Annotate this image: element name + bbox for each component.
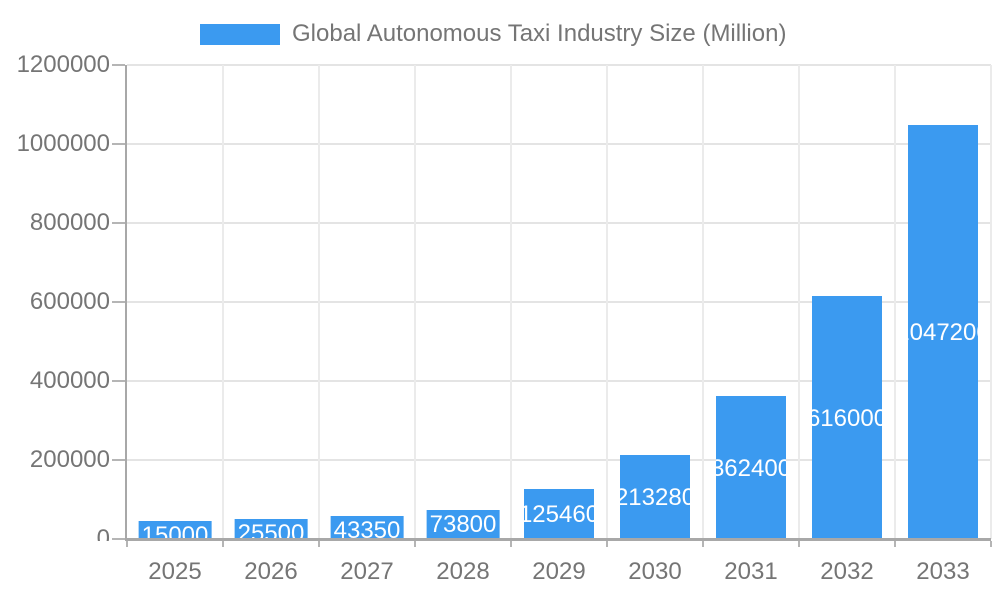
gridline-y (127, 301, 991, 303)
y-axis-tick-label: 400000 (29, 367, 110, 394)
x-axis-tick (510, 541, 512, 547)
x-axis-tick (606, 541, 608, 547)
y-axis-tick-label: 600000 (29, 288, 110, 315)
bar-2033[interactable]: 1047200 (908, 125, 978, 541)
legend-swatch (200, 23, 280, 45)
x-axis-category-label: 2026 (244, 558, 298, 585)
x-axis-category-label: 2027 (340, 558, 394, 585)
y-axis-tick-label: 0 (96, 525, 110, 542)
bar-2031[interactable]: 362400 (716, 396, 786, 541)
gridline-x (798, 65, 800, 539)
plot-area: 0 200000 400000 600000 800000 1000000 1200000 1… (16, 51, 992, 542)
x-axis-category-label: 2032 (820, 558, 874, 585)
y-axis-tick-label: 200000 (29, 446, 110, 473)
gridline-y (127, 222, 991, 224)
x-axis-category-label: 2025 (148, 558, 202, 585)
x-axis-tick (222, 541, 224, 547)
y-axis-tick (112, 143, 125, 145)
x-axis-category-label: 2033 (916, 558, 970, 585)
gridline-x (222, 65, 224, 539)
legend-title: Global Autonomous Taxi Industry Size (Mi… (292, 20, 787, 47)
legend: Global Autonomous Taxi Industry Size (Mi… (200, 20, 786, 48)
gridline-x (894, 65, 896, 539)
x-axis-tick (126, 541, 128, 547)
x-axis-line (125, 538, 991, 541)
gridline-x (702, 65, 704, 539)
y-axis-tick (112, 459, 125, 461)
gridline-x (318, 65, 320, 539)
bar-2032[interactable]: 616000 (812, 296, 882, 541)
y-axis-tick-label: 800000 (29, 209, 110, 236)
bar-value-label: 125460 (524, 501, 594, 528)
y-axis-tick-label: 1000000 (16, 130, 110, 157)
y-axis-tick (112, 380, 125, 382)
x-axis-tick (702, 541, 704, 547)
bar-value-label: 73800 (426, 509, 500, 540)
y-axis-tick (112, 301, 125, 303)
bar-value-label: 362400 (716, 454, 786, 482)
y-axis-tick (112, 222, 125, 224)
bar-value-label: 43350 (330, 515, 404, 541)
y-axis-tick (112, 64, 125, 66)
x-axis-tick (894, 541, 896, 547)
bar-value-label: 1047200 (908, 319, 978, 346)
bar-value-label: 15000 (138, 521, 212, 541)
gridline-x (414, 65, 416, 539)
bar-2029[interactable]: 125460 (524, 489, 594, 541)
x-axis-category-label: 2028 (436, 558, 490, 585)
bar-value-label: 616000 (812, 404, 882, 432)
x-axis-tick (990, 541, 992, 547)
gridline-y (127, 380, 991, 382)
x-axis-tick (414, 541, 416, 547)
x-axis-tick (798, 541, 800, 547)
x-axis-category-label: 2029 (532, 558, 586, 585)
x-axis-tick (318, 541, 320, 547)
gridline-x (606, 65, 608, 539)
y-axis-line (125, 65, 127, 541)
gridline-y (127, 64, 991, 66)
gridline-y (127, 143, 991, 145)
x-axis-category-label: 2031 (724, 558, 778, 585)
y-axis-tick (112, 538, 125, 540)
bar-value-label: 213280 (620, 484, 690, 511)
x-axis-category-label: 2030 (628, 558, 682, 585)
bar-value-label: 25500 (234, 519, 308, 541)
bar-2030[interactable]: 213280 (620, 455, 690, 541)
y-axis-tick-label: 1200000 (16, 51, 110, 78)
gridline-x (990, 65, 992, 539)
gridline-y (127, 459, 991, 461)
gridline-x (510, 65, 512, 539)
